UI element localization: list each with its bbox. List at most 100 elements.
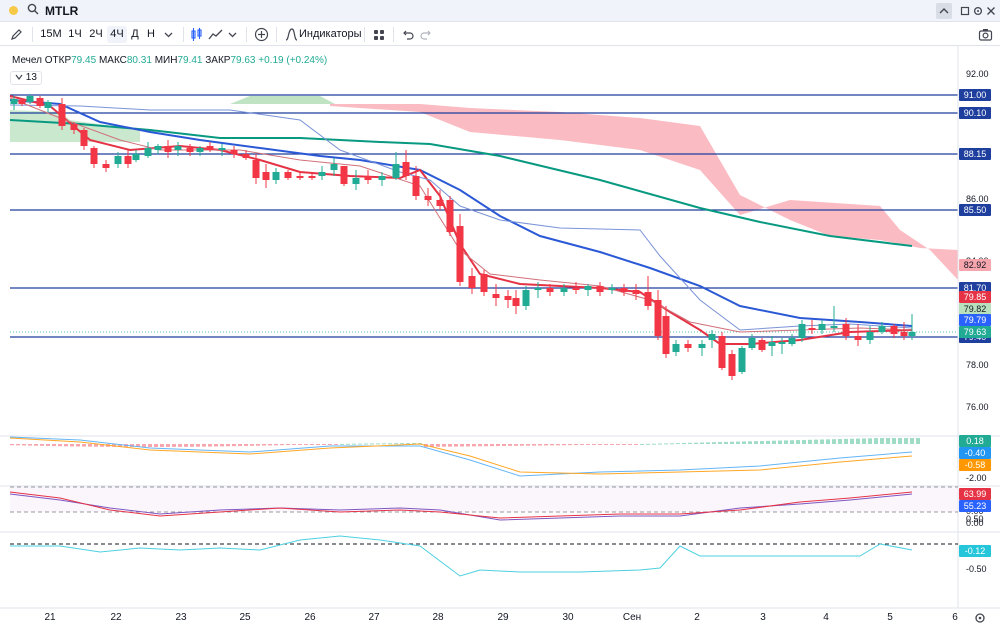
macd-histogram-bar [34,444,38,446]
macd-histogram-bar [10,444,14,446]
toolbar-divider [183,27,184,42]
candle-body [644,292,652,306]
macd-histogram-bar [760,441,764,444]
candle-body [18,100,26,104]
candle-body [654,300,662,336]
camera-icon[interactable] [977,26,994,43]
macd-histogram-bar [400,443,404,445]
macd-histogram-bar [766,440,770,444]
candle-body [36,98,44,106]
date-axis-label: 2 [694,612,700,623]
interval-15m[interactable]: 15М [40,28,62,40]
candle-body [174,146,182,150]
price-chart-canvas[interactable] [0,46,1000,627]
macd-histogram-bar [772,440,776,444]
interval-week[interactable]: Н [147,28,155,40]
macd-histogram-bar [214,444,218,447]
macd-histogram-bar [94,444,98,447]
macd-histogram-bar [478,444,482,447]
interval-1h[interactable]: 1Ч [68,28,82,40]
macd-histogram-bar [706,442,710,444]
collapse-button[interactable] [936,3,952,19]
candle-body [718,336,726,368]
toolbar-divider [364,27,365,42]
candle-body [412,176,420,196]
macd-histogram-bar [70,444,74,447]
interval-4h[interactable]: 4Ч [107,26,127,43]
candle-body [738,348,746,372]
indicators-button[interactable]: Индикаторы [299,28,362,40]
ichimoku-cloud-red [330,104,958,280]
chevron-down-icon[interactable] [224,26,241,43]
price-axis-label: 92.00 [966,69,989,79]
candle-body [728,354,736,376]
candle-body [900,332,908,336]
chart-toolbar: 15М 1Ч 2Ч 4Ч Д Н Индикат [0,22,1000,46]
level-price-tag: 88.15 [959,148,991,160]
macd-histogram-bar [454,444,458,447]
candle-body [196,148,204,152]
legend-name: Мечел [12,55,42,66]
macd-histogram-bar [184,444,188,447]
macd-histogram-bar [868,438,872,444]
gear-icon [973,6,983,16]
macd-histogram-bar [352,443,356,445]
macd-histogram-bar [646,443,650,445]
add-circle-icon[interactable] [253,26,270,43]
candle-body [788,338,796,344]
candle-body [154,146,162,150]
macd-histogram-bar [862,438,866,444]
macd-histogram-bar [466,444,470,447]
layout-grid-icon[interactable] [370,26,387,43]
chevron-down-icon[interactable] [160,26,177,43]
oscillator-axis-label: 0.50 [966,514,984,524]
candle-body [572,288,580,290]
macd-histogram-bar [388,443,392,445]
macd-value-tag: 0.18 [959,435,991,447]
undo-icon[interactable] [399,26,416,43]
pencil-icon[interactable] [8,26,25,43]
macd-histogram-bar [208,444,212,447]
candles-icon[interactable] [188,26,205,43]
macd-histogram-bar [568,444,572,446]
candle-body [468,276,476,288]
candle-body [708,334,716,340]
indicators-icon[interactable] [283,26,300,43]
interval-2h[interactable]: 2Ч [89,28,103,40]
gear-icon[interactable] [973,611,987,625]
candle-body [218,148,226,150]
macd-histogram-bar [148,444,152,447]
candle-body [798,324,806,338]
macd-histogram-bar [574,444,578,446]
settings-button[interactable] [970,3,986,19]
candle-body [318,172,326,176]
macd-histogram-bar [532,444,536,446]
macd-histogram-bar [550,444,554,446]
macd-histogram-bar [736,441,740,444]
chart-area[interactable] [0,46,1000,627]
macd-histogram-bar [754,441,758,444]
search-icon[interactable] [27,3,40,16]
candle-body [878,326,886,332]
symbol-search[interactable]: MTLR [45,4,79,18]
level-price-tag: 90.10 [959,107,991,119]
macd-histogram-bar [292,444,296,445]
macd-histogram-bar [838,439,842,444]
date-axis-label: Сен [622,612,642,623]
line-chart-icon[interactable] [207,26,224,43]
macd-histogram-bar [514,444,518,446]
candle-body [842,324,850,336]
macd-histogram-bar [448,444,452,447]
interval-day[interactable]: Д [131,28,139,40]
candle-body [890,326,898,334]
indicators-toggle[interactable]: 13 [10,71,42,85]
macd-histogram-bar [82,444,86,447]
close-button[interactable] [983,3,999,19]
macd-histogram-bar [490,444,494,447]
macd-histogram-bar [616,444,620,445]
candle-body [596,286,604,292]
maximize-button[interactable] [957,3,973,19]
redo-icon[interactable] [418,26,435,43]
macd-histogram-bar [40,444,44,446]
